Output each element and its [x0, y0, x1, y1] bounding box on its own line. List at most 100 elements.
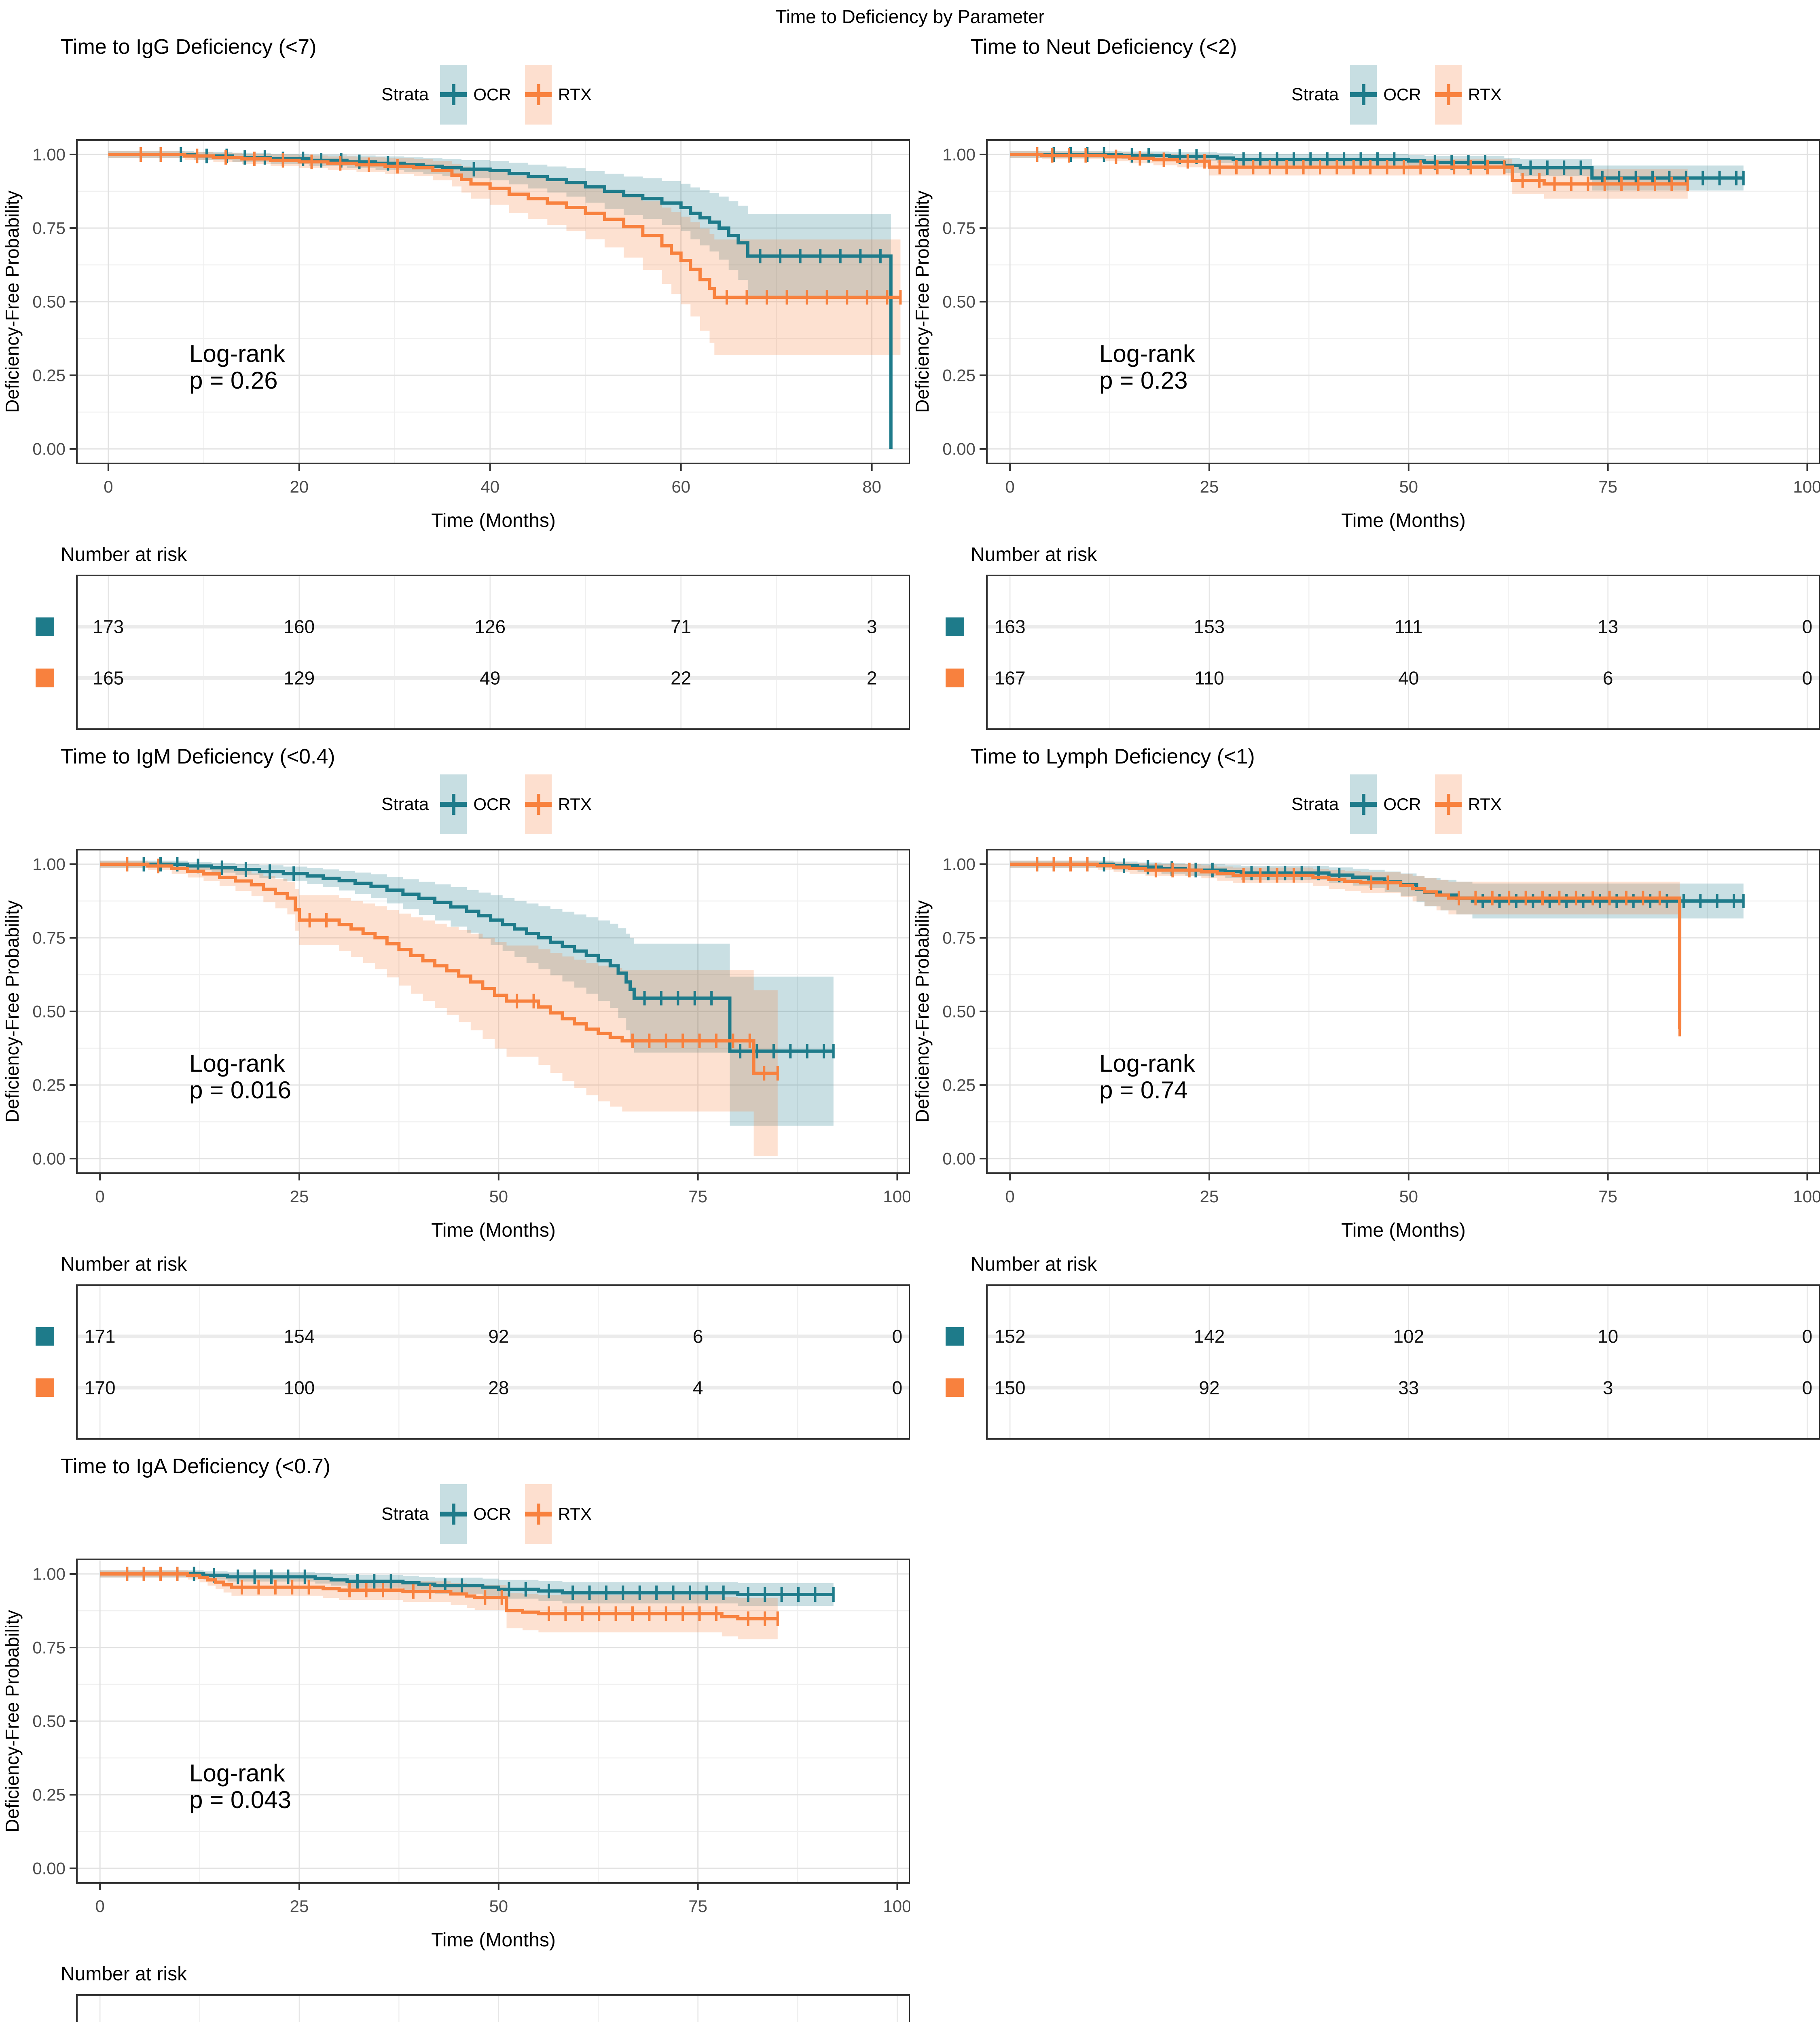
logrank-label: Log-rank — [189, 1760, 286, 1787]
y-tick-label: 0.25 — [32, 366, 66, 385]
legend-band-plus-icon — [525, 1484, 552, 1544]
risk-count: 171 — [85, 1326, 116, 1347]
legend-band-plus-icon — [1350, 774, 1377, 834]
km-chart: 0 25 50 75 100 1.00 0.75 0.50 0.25 0.00 Time (Mont… — [2, 1559, 910, 1951]
logrank-label: Log-rank — [189, 1050, 286, 1077]
risk-row-swatch-ocr — [946, 1327, 964, 1346]
legend-key-ocr: OCR — [440, 1484, 511, 1544]
risk-count: 160 — [284, 616, 315, 637]
risk-count: 154 — [284, 1326, 315, 1347]
y-tick-label: 0.75 — [32, 1638, 66, 1657]
y-tick-label: 0.50 — [32, 1712, 66, 1731]
risk-count: 13 — [1598, 616, 1618, 637]
p-value: p = 0.016 — [189, 1077, 291, 1104]
y-tick-label: 1.00 — [942, 855, 976, 874]
km-chart: 0 25 50 75 100 1.00 0.75 0.50 0.25 0.00 Time (Mont… — [912, 849, 1820, 1241]
y-tick-label: 0.50 — [32, 292, 66, 311]
confidence-band-ocr — [108, 151, 891, 455]
x-tick-label: 40 — [480, 477, 499, 496]
strata-label: Strata — [1291, 85, 1339, 104]
risk-count: 173 — [93, 616, 124, 637]
km-panel: Time to IgM Deficiency (<0.4) Strata OCR… — [0, 736, 910, 1442]
km-curve-rtx — [100, 1572, 778, 1620]
plot-title: Time to Lymph Deficiency (<1) — [971, 745, 1255, 768]
plot-title: Time to IgA Deficiency (<0.7) — [61, 1455, 331, 1478]
y-tick-label: 0.50 — [942, 292, 976, 311]
legend-key-ocr: OCR — [440, 774, 511, 834]
legend-band-plus-icon — [1435, 65, 1462, 125]
risk-count: 28 — [488, 1377, 509, 1398]
risk-table-border — [76, 575, 910, 730]
x-tick-label: 50 — [1399, 1187, 1418, 1206]
legend-band-plus-icon — [1435, 774, 1462, 834]
risk-row-swatch-ocr — [36, 617, 54, 636]
censor-marks-rtx — [1036, 857, 1681, 1036]
risk-count: 111 — [1395, 616, 1423, 637]
risk-count: 170 — [85, 1377, 116, 1398]
risk-count: 0 — [1802, 1377, 1813, 1398]
page-title: Time to Deficiency by Parameter — [775, 6, 1045, 27]
risk-count: 71 — [671, 616, 691, 637]
risk-table: 163 153 111 13 0 167 110 40 6 0 — [946, 575, 1820, 730]
logrank-label: Log-rank — [189, 340, 286, 367]
risk-row-swatch-ocr — [36, 1327, 54, 1346]
y-tick-label: 1.00 — [32, 855, 66, 874]
risk-table-header: Number at risk — [61, 1963, 187, 1985]
x-tick-label: 75 — [1598, 1187, 1617, 1206]
risk-row-swatch-rtx — [36, 1378, 54, 1397]
x-tick-label: 25 — [290, 1187, 309, 1206]
y-tick-label: 0.50 — [32, 1002, 66, 1021]
p-value: p = 0.26 — [189, 367, 278, 394]
risk-count: 22 — [671, 667, 691, 688]
censor-marks-rtx — [140, 147, 902, 305]
risk-count: 3 — [1603, 1377, 1613, 1398]
y-tick-label: 0.75 — [942, 929, 976, 948]
x-tick-label: 75 — [688, 1187, 707, 1206]
x-axis-label: Time (Months) — [431, 1220, 556, 1241]
y-tick-label: 1.00 — [32, 145, 66, 164]
strata-legend: Strata OCR RTX — [77, 61, 910, 129]
risk-row-swatch-ocr — [946, 617, 964, 636]
x-tick-label: 0 — [95, 1897, 104, 1916]
y-tick-label: 0.00 — [942, 1149, 976, 1168]
legend-band-plus-icon — [525, 65, 552, 125]
legend-key-ocr: OCR — [1350, 774, 1421, 834]
x-tick-label: 80 — [862, 477, 881, 496]
logrank-label: Log-rank — [1099, 1050, 1196, 1077]
risk-count: 150 — [995, 1377, 1026, 1398]
legend-key-label: RTX — [558, 85, 592, 104]
legend-key-rtx: RTX — [525, 65, 592, 125]
gridlines — [987, 140, 1820, 463]
legend-key-label: OCR — [1383, 85, 1421, 104]
x-tick-label: 50 — [489, 1897, 508, 1916]
risk-count: 110 — [1194, 667, 1224, 688]
risk-count: 6 — [693, 1326, 703, 1347]
x-tick-label: 100 — [883, 1897, 910, 1916]
y-tick-label: 0.75 — [32, 219, 66, 238]
legend-key-label: RTX — [558, 1504, 592, 1523]
risk-table-border — [76, 1284, 910, 1440]
x-tick-label: 25 — [1200, 1187, 1219, 1206]
censor-marks-ocr — [126, 1567, 835, 1602]
legend-key-label: RTX — [558, 795, 592, 814]
strata-label: Strata — [381, 85, 429, 104]
risk-table-border — [986, 575, 1820, 730]
x-tick-label: 0 — [95, 1187, 104, 1206]
y-axis-label: Deficiency-Free Probability — [2, 190, 23, 413]
x-tick-label: 0 — [1005, 477, 1014, 496]
y-axis-label: Deficiency-Free Probability — [2, 1610, 23, 1832]
risk-count: 6 — [1603, 667, 1613, 688]
censor-marks-rtx — [126, 857, 779, 1081]
legend-key-ocr: OCR — [1350, 65, 1421, 125]
risk-row-swatch-rtx — [36, 668, 54, 687]
y-tick-label: 0.00 — [32, 1859, 66, 1878]
km-curve-rtx — [100, 863, 778, 1075]
censor-marks-ocr — [1036, 147, 1745, 186]
legend-band-plus-icon — [440, 65, 467, 125]
y-tick-label: 0.75 — [32, 929, 66, 948]
legend-key-rtx: RTX — [1435, 65, 1502, 125]
strata-label: Strata — [381, 794, 429, 814]
risk-table-border — [76, 1994, 910, 2022]
risk-count: 0 — [892, 1377, 903, 1398]
